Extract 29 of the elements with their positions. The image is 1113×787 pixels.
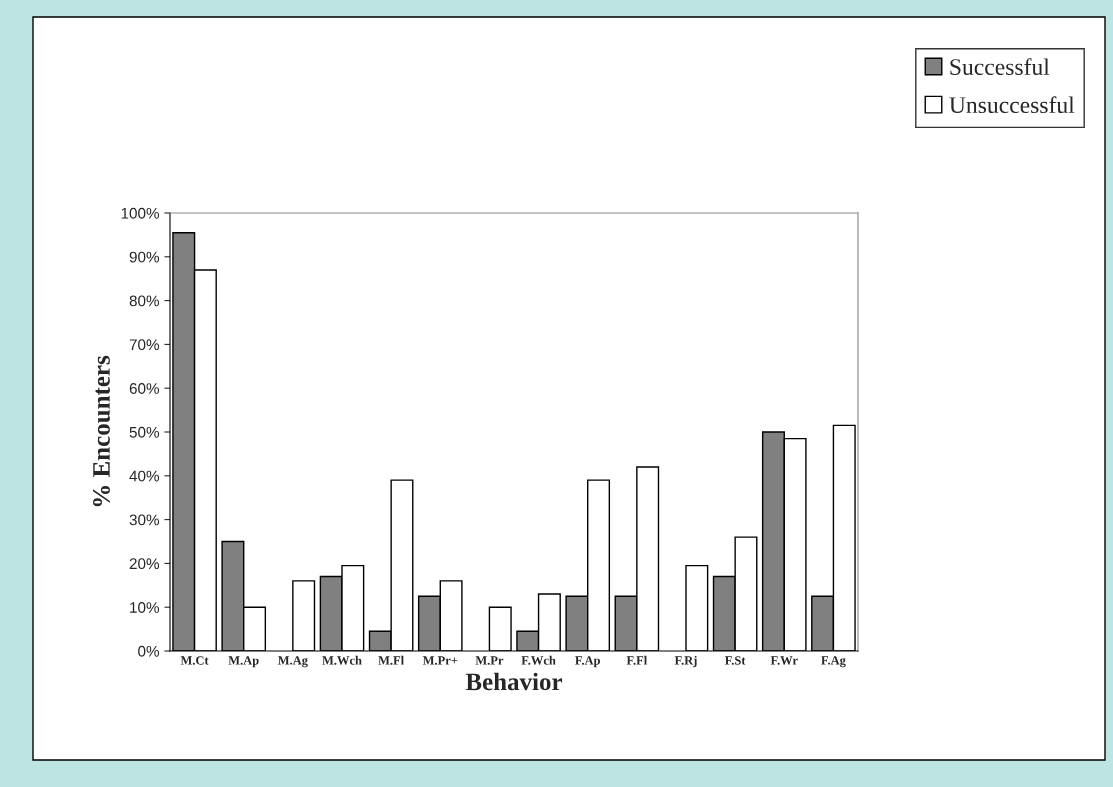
x-tick-label: F.Wr [770, 656, 798, 665]
y-tick-label: 70% [129, 339, 160, 351]
y-tick-label: 10% [130, 602, 160, 613]
x-tick-label: M.Pr+ [422, 656, 458, 665]
x-tick-label: F.Wch [521, 655, 556, 665]
y-tick-label: 40% [129, 470, 160, 482]
y-tick-label: 60% [129, 383, 160, 394]
y-tick-label: 100% [121, 207, 160, 219]
y-tick-label: 0% [138, 645, 160, 657]
x-axis-title: Behavior [465, 672, 563, 691]
x-tick-label: M.Fl [378, 655, 404, 665]
y-tick-label: 90% [129, 251, 160, 263]
y-tick-label: 20% [129, 558, 160, 570]
x-tick-label: F.Rj [674, 655, 697, 668]
x-tick-label: M.Ag [277, 656, 308, 668]
legend-label: Successful [950, 58, 1050, 76]
legend-label: Unsuccessful [949, 96, 1075, 114]
x-tick-label: F.St [724, 656, 746, 665]
y-tick-label: 80% [129, 295, 160, 307]
y-tick-label: 30% [129, 514, 160, 526]
x-tick-label: M.Ap [228, 656, 259, 668]
y-axis-title: % Encounters [93, 355, 110, 507]
x-tick-label: M.Wch [322, 655, 362, 665]
x-tick-label: M.Pr [475, 656, 504, 665]
x-tick-label: F.Ap [575, 656, 601, 668]
x-tick-label: F.Fl [626, 655, 648, 665]
y-tick-label: 50% [129, 426, 160, 438]
x-tick-label: F.Ag [821, 656, 846, 668]
x-tick-label: M.Ct [180, 656, 209, 665]
